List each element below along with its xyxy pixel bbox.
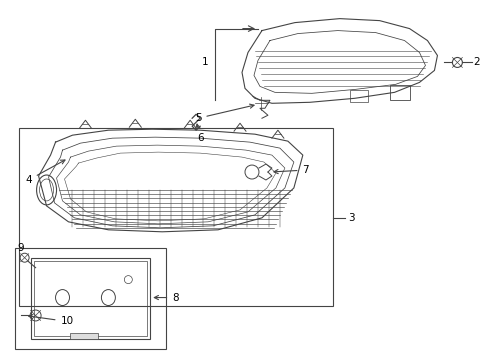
Text: 4: 4 (25, 160, 65, 185)
Text: 6: 6 (196, 124, 203, 143)
Bar (349, 90, 367, 102)
Text: 5: 5 (194, 104, 254, 123)
Bar (15, 248, 166, 349)
Bar (389, 85, 408, 100)
Bar (70, 333, 98, 339)
Bar (34, 261, 147, 336)
Text: 9: 9 (17, 243, 24, 253)
Text: 10: 10 (29, 315, 74, 327)
Text: 1: 1 (202, 58, 208, 67)
Text: 7: 7 (273, 165, 308, 175)
Text: 2: 2 (472, 58, 479, 67)
Text: 8: 8 (154, 293, 179, 302)
Bar (31, 258, 150, 339)
Bar (19, 128, 332, 306)
Text: 3: 3 (347, 213, 354, 223)
